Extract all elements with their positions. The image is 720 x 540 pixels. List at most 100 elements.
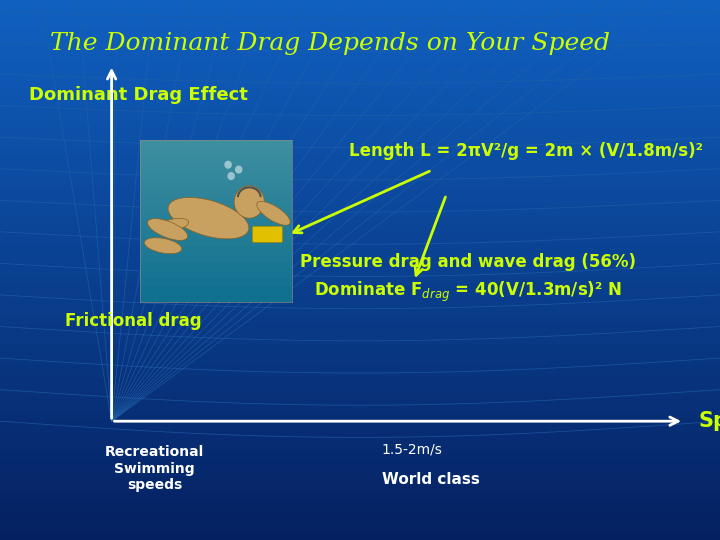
Bar [140, 140, 292, 148]
Bar [0, 351, 720, 357]
Bar [0, 183, 720, 189]
Bar [0, 303, 720, 310]
Bar [0, 345, 720, 351]
Bar [0, 526, 720, 534]
Bar [140, 165, 292, 173]
Bar [0, 324, 720, 330]
Bar [0, 141, 720, 149]
Bar [140, 173, 292, 181]
Bar [0, 384, 720, 391]
Bar [0, 263, 720, 270]
Bar [0, 20, 720, 27]
Bar [140, 286, 292, 294]
Bar [0, 270, 720, 276]
Bar [0, 291, 720, 297]
Bar [0, 459, 720, 465]
Bar [0, 418, 720, 426]
Circle shape [235, 165, 243, 174]
Bar [140, 254, 292, 262]
Bar [0, 209, 720, 216]
Bar [0, 222, 720, 230]
Text: The Dominant Drag Depends on Your Speed: The Dominant Drag Depends on Your Speed [50, 32, 611, 56]
Circle shape [228, 172, 235, 180]
Bar [0, 230, 720, 237]
Bar [0, 237, 720, 243]
Bar [0, 519, 720, 526]
Bar [140, 238, 292, 246]
Bar [0, 276, 720, 284]
Bar [0, 189, 720, 195]
Text: Dominate F$_{drag}$ = 40(V/1.3m/s)² N: Dominate F$_{drag}$ = 40(V/1.3m/s)² N [314, 280, 622, 303]
Bar [0, 249, 720, 256]
Bar [0, 47, 720, 54]
Text: Recreational
Swimming
speeds: Recreational Swimming speeds [105, 446, 204, 492]
Bar [140, 294, 292, 302]
Bar [0, 148, 720, 156]
Bar [0, 446, 720, 453]
Bar [0, 27, 720, 33]
Bar [0, 195, 720, 202]
Bar [0, 128, 720, 135]
Bar [140, 157, 292, 165]
Bar [0, 358, 720, 365]
Bar [0, 472, 720, 480]
Bar [140, 278, 292, 286]
Bar [0, 310, 720, 317]
Bar [0, 115, 720, 122]
Ellipse shape [158, 218, 189, 231]
Ellipse shape [257, 201, 290, 225]
Bar [0, 168, 720, 176]
Bar [140, 262, 292, 270]
Bar [0, 0, 720, 6]
Text: Speed: Speed [698, 411, 720, 431]
Bar [0, 507, 720, 513]
Bar [0, 60, 720, 68]
Bar [0, 297, 720, 303]
Bar [0, 399, 720, 405]
Bar [0, 94, 720, 102]
Bar [0, 534, 720, 540]
Bar [140, 181, 292, 189]
Bar [0, 216, 720, 222]
Bar [0, 500, 720, 507]
Text: World class: World class [382, 472, 480, 488]
Bar [0, 102, 720, 108]
Bar [0, 256, 720, 263]
Bar [0, 33, 720, 40]
Bar [0, 54, 720, 60]
Bar [0, 480, 720, 486]
Circle shape [234, 186, 264, 218]
Bar [0, 438, 720, 445]
Bar [0, 405, 720, 411]
Bar [140, 246, 292, 254]
Ellipse shape [168, 198, 249, 239]
Bar [140, 221, 292, 229]
Bar [0, 176, 720, 183]
Text: Length L = 2πV²/g = 2m × (V/1.8m/s)²: Length L = 2πV²/g = 2m × (V/1.8m/s)² [348, 142, 703, 160]
Bar [0, 486, 720, 492]
Text: 1.5-2m/s: 1.5-2m/s [382, 443, 443, 457]
Bar [0, 81, 720, 87]
Circle shape [225, 160, 232, 168]
Bar [0, 493, 720, 500]
Ellipse shape [145, 238, 181, 254]
Bar [0, 243, 720, 249]
Ellipse shape [148, 219, 188, 240]
Bar [0, 68, 720, 74]
Bar [0, 364, 720, 372]
Bar [0, 426, 720, 432]
Bar [0, 411, 720, 418]
Bar [0, 465, 720, 472]
Text: Dominant Drag Effect: Dominant Drag Effect [29, 86, 248, 104]
Bar [140, 189, 292, 197]
Bar [140, 205, 292, 213]
Bar [0, 372, 720, 378]
Bar [0, 87, 720, 94]
FancyBboxPatch shape [252, 226, 282, 242]
Bar [140, 270, 292, 278]
Bar [0, 14, 720, 20]
Bar [0, 135, 720, 141]
Text: Pressure drag and wave drag (56%): Pressure drag and wave drag (56%) [300, 253, 636, 271]
Bar [0, 330, 720, 338]
Bar [0, 392, 720, 399]
